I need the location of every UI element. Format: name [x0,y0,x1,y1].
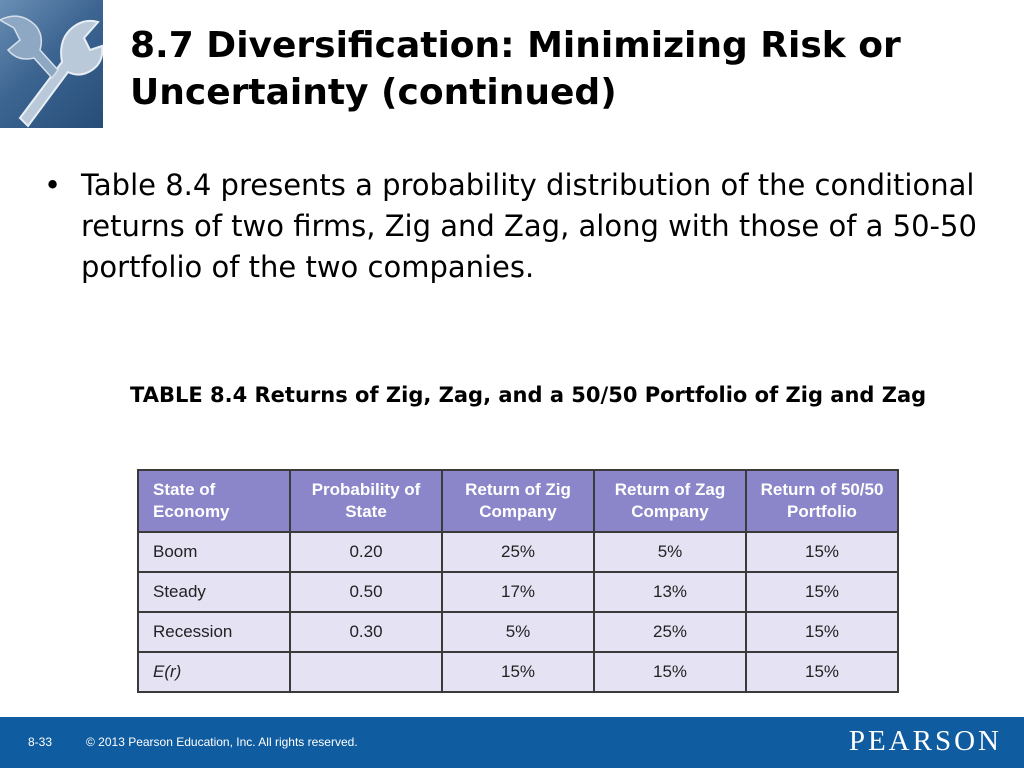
header-probability: Probability of State [289,469,443,533]
returns-table: State of Economy Probability of State Re… [137,469,899,693]
table-header-row: State of Economy Probability of State Re… [137,469,899,533]
cell-portfolio: 15% [745,651,899,693]
header-portfolio: Return of 50/50 Portfolio [745,469,899,533]
cell-zag: 25% [593,611,747,653]
bullet-text: Table 8.4 presents a probability distrib… [81,168,977,284]
cell-state: E(r) [137,651,291,693]
cell-probability: 0.20 [289,531,443,573]
cell-zig: 17% [441,571,595,613]
cell-portfolio: 15% [745,611,899,653]
cell-zag: 15% [593,651,747,693]
header-zig: Return of Zig Company [441,469,595,533]
cell-state: Recession [137,611,291,653]
cell-zag: 5% [593,531,747,573]
cell-zig: 5% [441,611,595,653]
table-row: Recession 0.30 5% 25% 15% [137,611,899,653]
cell-portfolio: 15% [745,571,899,613]
table-row: E(r) 15% 15% 15% [137,651,899,693]
cell-zig: 25% [441,531,595,573]
cell-state: Steady [137,571,291,613]
cell-probability [289,651,443,693]
cell-probability: 0.30 [289,611,443,653]
wrench-icon [0,0,103,128]
table-row: Steady 0.50 17% 13% 15% [137,571,899,613]
bullet-paragraph: • Table 8.4 presents a probability distr… [44,165,994,288]
publisher-logo: PEARSON [848,725,1002,757]
copyright-text: © 2013 Pearson Education, Inc. All right… [86,735,358,749]
table-caption: TABLE 8.4 Returns of Zig, Zag, and a 50/… [130,383,927,407]
cell-zig: 15% [441,651,595,693]
bullet-dot: • [44,168,62,202]
cell-probability: 0.50 [289,571,443,613]
table-row: Boom 0.20 25% 5% 15% [137,531,899,573]
footer-bar: 8-33 © 2013 Pearson Education, Inc. All … [0,717,1024,768]
page-number: 8-33 [28,735,53,749]
slide-title: 8.7 Diversification: Minimizing Risk or … [130,25,901,113]
cell-portfolio: 15% [745,531,899,573]
header-zag: Return of Zag Company [593,469,747,533]
cell-zag: 13% [593,571,747,613]
cell-state: Boom [137,531,291,573]
header-state: State of Economy [137,469,291,533]
